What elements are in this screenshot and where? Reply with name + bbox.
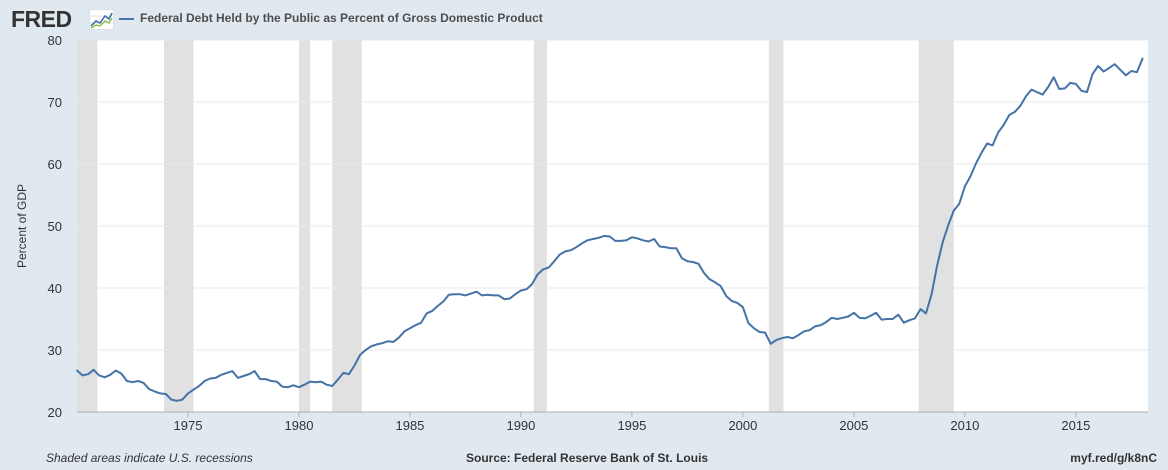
x-tick-label: 1995: [617, 418, 646, 433]
footer-short-link[interactable]: myf.red/g/k8nC: [1070, 451, 1157, 465]
x-tick-label: 1990: [506, 418, 535, 433]
y-tick-label: 80: [48, 33, 62, 48]
series-layer: [76, 57, 1144, 402]
y-tick-label: 70: [48, 95, 62, 110]
y-tick-label: 20: [48, 405, 62, 420]
y-tick-label: 40: [48, 281, 62, 296]
fred-logo[interactable]: FRED: [11, 6, 72, 32]
x-tick-label: 1985: [395, 418, 424, 433]
series-line: [76, 57, 1144, 402]
legend-series-swatch: [119, 18, 134, 20]
x-tick-label: 1975: [174, 418, 203, 433]
fred-chart-logo-icon: [89, 9, 114, 30]
x-axis-ticks: 1975 1980 1985 1990 1995 2000 2005 2010 2015: [174, 412, 1090, 433]
x-tick-label: 2005: [839, 418, 868, 433]
y-gridlines: [77, 39, 1148, 351]
x-tick-label: 1980: [285, 418, 314, 433]
x-tick-label: 2000: [728, 418, 757, 433]
x-tick-label: 2010: [950, 418, 979, 433]
y-tick-label: 60: [48, 157, 62, 172]
legend-series-label: Federal Debt Held by the Public as Perce…: [140, 11, 543, 25]
y-tick-label: 30: [48, 343, 62, 358]
footer-recession-note: Shaded areas indicate U.S. recessions: [46, 451, 253, 465]
y-axis-ticks: 20 30 40 50 60 70 80: [48, 33, 62, 420]
footer-source[interactable]: Source: Federal Reserve Bank of St. Loui…: [466, 451, 709, 465]
y-axis-label: Percent of GDP: [15, 184, 29, 268]
y-tick-label: 50: [48, 219, 62, 234]
x-tick-label: 2015: [1061, 418, 1090, 433]
chart-header: FRED Federal Debt Held by the Public as …: [0, 0, 1168, 40]
